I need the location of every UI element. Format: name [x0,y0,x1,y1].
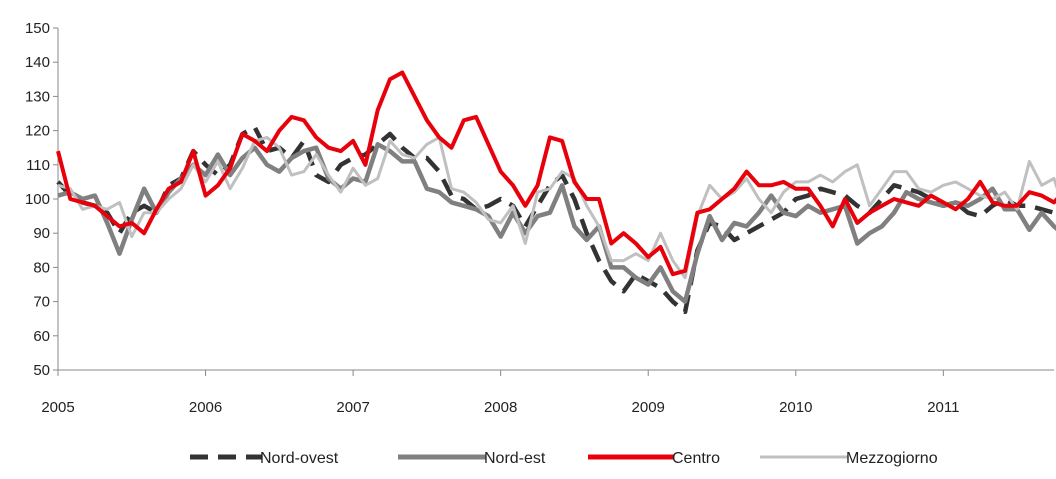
y-tick-label: 50 [33,362,50,379]
series-line-nord-est [57,142,1056,304]
y-tick-label: 60 [33,328,50,345]
y-tick-label: 70 [33,294,50,311]
x-tick-label: 2008 [484,399,517,416]
x-tick-label: 2006 [189,399,222,416]
x-tick-label: 2011 [927,399,959,416]
y-axis-ticks: 50 60 70 80 90 100 110 120 130 140 150 [25,20,58,379]
legend-label-nord-est: Nord-est [484,450,546,467]
y-tick-label: 130 [25,88,50,105]
legend-label-centro: Centro [672,450,720,467]
legend-label-mezzogiorno: Mezzogiorno [846,450,938,467]
y-tick-label: 120 [25,123,50,140]
chart-legend: Nord-ovest Nord-est Centro Mezzogiorno [190,450,938,467]
y-tick-label: 90 [33,225,50,242]
x-tick-label: 2009 [632,399,665,416]
x-tick-label: 2010 [779,399,812,416]
legend-label-nord-ovest: Nord-ovest [260,450,339,467]
y-tick-label: 150 [25,20,50,37]
y-tick-label: 110 [26,157,50,174]
x-axis-ticks: 2005 2006 2007 2008 2009 2010 2011 [41,370,959,416]
series-lines [56,70,1056,315]
series-line-centro [56,70,1056,277]
y-tick-label: 140 [25,54,50,71]
y-tick-label: 100 [25,191,50,208]
x-tick-label: 2005 [41,399,74,416]
series-line-nord-ovest [56,124,1056,315]
y-tick-label: 80 [33,259,50,276]
series-line-mezzogiorno [57,135,1056,280]
x-tick-label: 2007 [336,399,369,416]
